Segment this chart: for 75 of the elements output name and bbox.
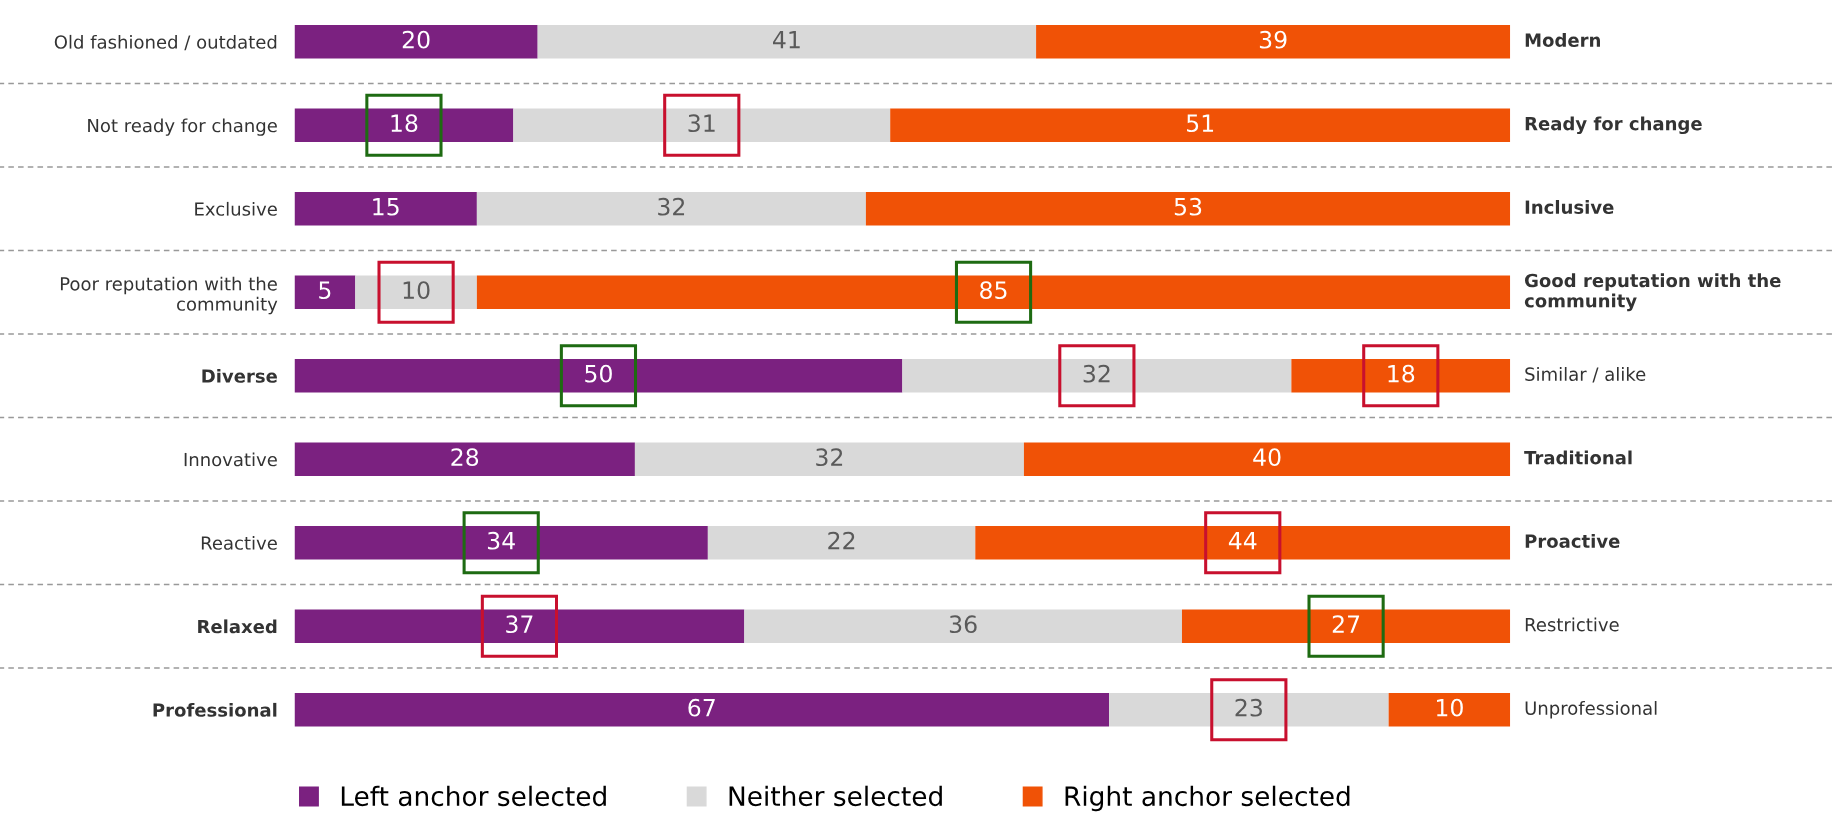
text: Similar / alike [1525, 367, 1646, 383]
text: Ready for change [1525, 116, 1702, 135]
text: Proactive [1525, 534, 1620, 548]
y-tick-label: Innovative [184, 452, 277, 467]
bar [1036, 25, 1511, 59]
y-tick-label: Professional [153, 702, 277, 717]
bar [634, 442, 1024, 476]
legend-label: Right anchor selected [1065, 785, 1350, 812]
data-label: 50 [585, 364, 612, 383]
bar [294, 192, 477, 226]
text: Inclusive [1525, 200, 1614, 214]
data-label: 20 [402, 30, 430, 49]
data-label: 10 [1436, 698, 1463, 717]
data-label: 23 [1235, 698, 1262, 717]
y-tick-label: Old fashioned / outdated [54, 34, 277, 51]
bar [707, 526, 976, 560]
y-tick-label: Reactive [201, 535, 277, 550]
data-label: 18 [1388, 364, 1415, 383]
bar [1181, 609, 1511, 643]
data-label: 32 [816, 448, 843, 467]
bar [744, 609, 1182, 643]
data-label: 22 [828, 531, 855, 550]
data-label: 51 [1187, 114, 1214, 133]
bar [890, 108, 1511, 142]
y-tick-label: Poor reputation with the community [60, 276, 278, 315]
bar [294, 609, 745, 643]
bar [294, 25, 538, 59]
bar [294, 359, 903, 393]
bar [902, 359, 1292, 393]
bar [513, 108, 891, 142]
data-label: 5 [319, 281, 331, 300]
bar [1291, 359, 1511, 393]
data-label: 44 [1228, 532, 1257, 550]
bar [476, 192, 866, 226]
data-label: 34 [487, 531, 515, 550]
data-label: 67 [688, 698, 715, 717]
bar [294, 693, 1110, 727]
bar [294, 108, 514, 142]
text: Unprofessional [1525, 701, 1657, 719]
data-label: 15 [373, 198, 399, 216]
data-label: 41 [773, 31, 800, 49]
bar [865, 192, 1511, 226]
data-label: 31 [688, 114, 715, 133]
data-label: 53 [1174, 197, 1202, 216]
y-tick-label: Relaxed [198, 619, 277, 634]
bar [1109, 693, 1389, 727]
data-label: 10 [403, 281, 430, 300]
data-label: 28 [451, 448, 479, 467]
bar [1388, 693, 1511, 727]
y-tick-label: Exclusive [195, 201, 277, 216]
legend-label: Neither selected [729, 785, 942, 807]
data-label: 32 [1083, 364, 1110, 383]
data-label: 40 [1253, 448, 1281, 467]
bar [975, 526, 1511, 560]
bar [294, 442, 635, 476]
text: Good reputation with the community [1524, 273, 1781, 312]
text: Modern [1525, 33, 1600, 47]
bar [294, 275, 356, 309]
text: Restrictive [1525, 617, 1619, 632]
bar [294, 526, 708, 560]
text: Traditional [1524, 450, 1632, 465]
data-label: 85 [980, 281, 1007, 300]
data-label: 32 [658, 197, 685, 216]
data-label: 27 [1332, 615, 1360, 633]
data-label: 37 [506, 615, 533, 634]
y-tick-label: Diverse [202, 368, 277, 383]
bar [476, 275, 1511, 309]
data-label: 36 [949, 615, 977, 634]
data-label: 18 [391, 114, 418, 133]
data-label: 39 [1259, 30, 1287, 49]
bar [355, 275, 477, 309]
y-tick-label: Not ready for change [88, 118, 277, 136]
bar [1023, 442, 1511, 476]
bar [537, 25, 1037, 59]
legend-label: Left anchor selected [341, 785, 606, 807]
